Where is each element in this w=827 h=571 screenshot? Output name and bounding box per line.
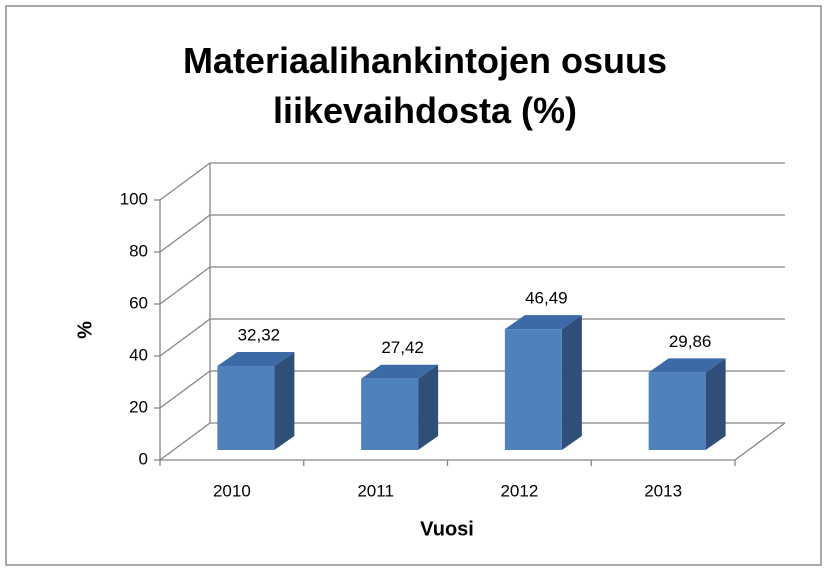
value-label: 46,49 xyxy=(525,289,568,308)
bar xyxy=(648,358,726,450)
bar-front xyxy=(361,378,419,450)
y-tick-label: 60 xyxy=(129,293,148,312)
x-tick-label: 2010 xyxy=(213,481,251,500)
bar-side xyxy=(274,351,295,450)
grid-line xyxy=(159,422,785,461)
y-tick-label: 100 xyxy=(120,189,148,208)
bar-front xyxy=(648,372,706,450)
grid-line xyxy=(159,162,785,201)
bar-front xyxy=(217,365,275,450)
value-label: 27,42 xyxy=(381,338,424,357)
bar-side xyxy=(418,364,439,450)
bar xyxy=(361,364,439,450)
y-tick-label: 0 xyxy=(139,449,148,468)
bar xyxy=(504,315,582,450)
x-tick-label: 2011 xyxy=(357,481,394,500)
bar-side xyxy=(705,358,726,450)
x-axis-label: Vuosi xyxy=(420,518,474,540)
bar-side xyxy=(561,315,582,450)
grid-line xyxy=(159,318,785,357)
bar-top xyxy=(504,315,582,330)
y-tick-label: 80 xyxy=(129,241,148,260)
grid-line xyxy=(159,370,785,409)
bar-top xyxy=(648,358,726,373)
x-tick-label: 2013 xyxy=(644,481,682,500)
grid-line xyxy=(159,214,785,253)
bar xyxy=(217,351,295,450)
value-label: 32,32 xyxy=(238,325,281,344)
chart-title: Materiaalihankintojen osuus liikevaihdos… xyxy=(182,40,668,131)
grid-line xyxy=(159,266,785,305)
y-tick-label: 40 xyxy=(129,345,148,364)
x-tick-label: 2012 xyxy=(500,481,538,500)
y-tick-label: 20 xyxy=(129,397,148,416)
y-axis-label: % xyxy=(74,321,96,339)
bar-top xyxy=(361,364,439,379)
bar-top xyxy=(217,351,295,366)
chart-border xyxy=(5,5,822,566)
value-label: 29,86 xyxy=(669,332,712,351)
bar-front xyxy=(504,329,562,450)
